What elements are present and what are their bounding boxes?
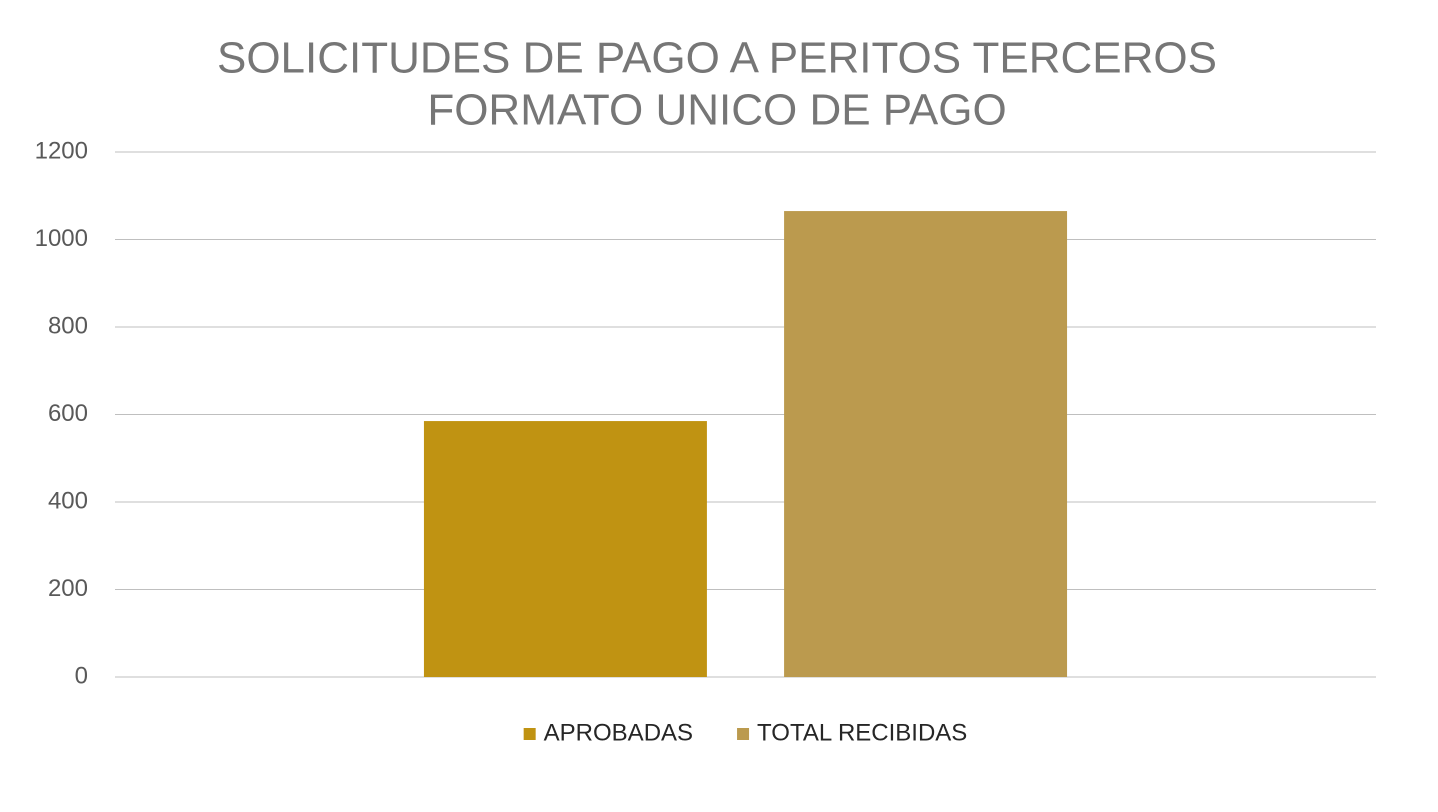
chart-subtitle: FORMATO UNICO DE PAGO — [427, 86, 1006, 135]
chart-title: SOLICITUDES DE PAGO A PERITOS TERCEROS — [217, 34, 1217, 83]
bar — [784, 211, 1068, 677]
legend-swatch — [737, 728, 750, 740]
y-tick-label: 800 — [48, 312, 88, 339]
legend-label: APROBADAS — [544, 719, 693, 746]
y-tick-label: 1200 — [35, 137, 88, 164]
y-tick-label: 600 — [48, 400, 88, 427]
y-tick-label: 400 — [48, 487, 88, 514]
bar — [423, 421, 707, 677]
legend-label: TOTAL RECIBIDAS — [757, 719, 967, 746]
y-tick-label: 1000 — [35, 225, 88, 252]
legend-swatch — [523, 728, 536, 740]
y-tick-label: 0 — [75, 662, 88, 689]
y-tick-label: 200 — [48, 575, 88, 602]
